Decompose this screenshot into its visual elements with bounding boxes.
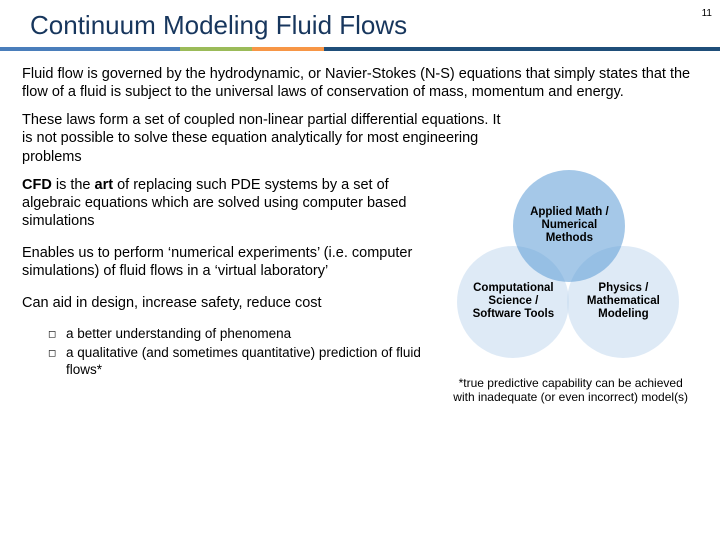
venn-label-right: Physics / Mathematical Modeling <box>575 282 671 322</box>
bullet-icon: ◻ <box>48 345 66 379</box>
bullet-text: a better understanding of phenomena <box>66 326 291 343</box>
paragraph-benefits: Can aid in design, increase safety, redu… <box>22 294 433 312</box>
page-number: 11 <box>702 8 712 19</box>
paragraph-intro: Fluid flow is governed by the hydrodynam… <box>22 65 698 101</box>
stripe-segment <box>324 47 720 51</box>
footnote: *true predictive capability can be achie… <box>443 376 698 405</box>
right-column: Computational Science / Software Tools P… <box>443 176 698 405</box>
paragraph-laws: These laws form a set of coupled non-lin… <box>22 111 502 165</box>
stripe-segment <box>252 47 324 51</box>
paragraph-experiments: Enables us to perform ‘numerical experim… <box>22 244 433 280</box>
stripe-segment <box>0 47 180 51</box>
venn-label-left: Computational Science / Software Tools <box>465 282 561 322</box>
bullet-list: ◻ a better understanding of phenomena ◻ … <box>48 326 433 379</box>
accent-stripe <box>0 47 720 51</box>
list-item: ◻ a qualitative (and sometimes quantitat… <box>48 345 433 379</box>
list-item: ◻ a better understanding of phenomena <box>48 326 433 343</box>
venn-label-top: Applied Math / Numerical Methods <box>521 206 617 246</box>
bullet-text: a qualitative (and sometimes quantitativ… <box>66 345 433 379</box>
cfd-bold-2: art <box>95 177 114 193</box>
bullet-icon: ◻ <box>48 326 66 343</box>
left-column: CFD is the art of replacing such PDE sys… <box>22 176 433 405</box>
stripe-segment <box>180 47 252 51</box>
slide-body: Fluid flow is governed by the hydrodynam… <box>0 51 720 404</box>
slide-title: Continuum Modeling Fluid Flows <box>30 10 720 41</box>
venn-diagram: Computational Science / Software Tools P… <box>443 170 683 370</box>
slide-header: Continuum Modeling Fluid Flows <box>0 0 720 41</box>
paragraph-cfd: CFD is the art of replacing such PDE sys… <box>22 176 433 230</box>
cfd-text-mid: is the <box>52 177 95 193</box>
cfd-bold-1: CFD <box>22 177 52 193</box>
venn-circle-top: Applied Math / Numerical Methods <box>513 170 625 282</box>
lower-columns: CFD is the art of replacing such PDE sys… <box>22 176 698 405</box>
